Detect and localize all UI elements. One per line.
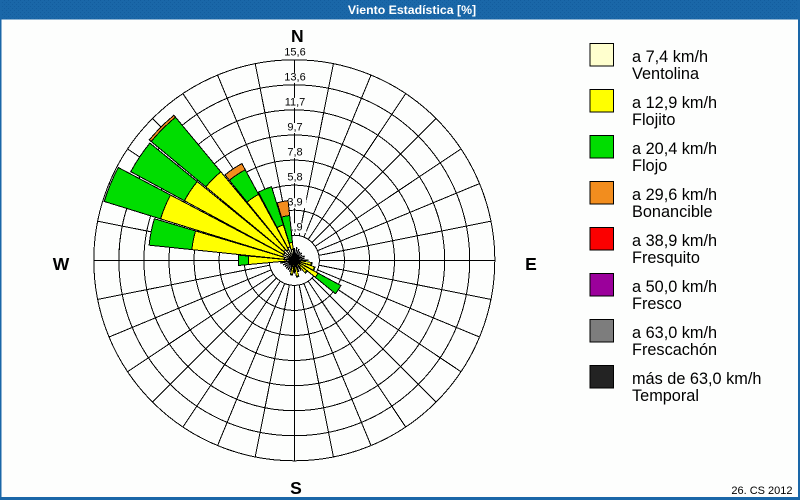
svg-text:a 20,4 km/h: a 20,4 km/h	[632, 140, 717, 158]
svg-text:3,9: 3,9	[287, 197, 302, 209]
svg-text:más de 63,0 km/h: más de 63,0 km/h	[632, 370, 761, 388]
svg-text:W: W	[53, 254, 70, 274]
svg-text:a 63,0 km/h: a 63,0 km/h	[632, 324, 717, 342]
svg-text:Ventolina: Ventolina	[632, 65, 700, 83]
svg-text:a 50,0 km/h: a 50,0 km/h	[632, 278, 717, 296]
svg-text:11,7: 11,7	[285, 96, 306, 108]
svg-text:7,8: 7,8	[287, 147, 302, 159]
svg-text:26. CS 2012: 26. CS 2012	[731, 485, 792, 497]
svg-text:a 29,6 km/h: a 29,6 km/h	[632, 186, 717, 204]
svg-text:13,6: 13,6	[284, 71, 305, 83]
svg-text:a 7,4 km/h: a 7,4 km/h	[632, 48, 708, 66]
svg-text:5,8: 5,8	[287, 172, 302, 184]
svg-text:Fresco: Fresco	[632, 295, 682, 313]
svg-text:9,7: 9,7	[287, 122, 302, 134]
svg-text:a 12,9 km/h: a 12,9 km/h	[632, 94, 717, 112]
svg-text:Viento Estadística [%]: Viento Estadística [%]	[348, 3, 476, 17]
svg-text:E: E	[525, 254, 537, 274]
svg-text:Temporal: Temporal	[632, 387, 699, 405]
svg-text:15,6: 15,6	[284, 46, 305, 58]
svg-text:Flojo: Flojo	[632, 157, 667, 175]
svg-text:Bonancible: Bonancible	[632, 203, 713, 221]
svg-text:N: N	[291, 26, 304, 46]
svg-text:S: S	[290, 478, 302, 498]
svg-text:a 38,9 km/h: a 38,9 km/h	[632, 232, 717, 250]
svg-text:Flojito: Flojito	[632, 111, 675, 129]
svg-text:Frescachón: Frescachón	[632, 341, 717, 359]
svg-text:Fresquito: Fresquito	[632, 249, 700, 267]
